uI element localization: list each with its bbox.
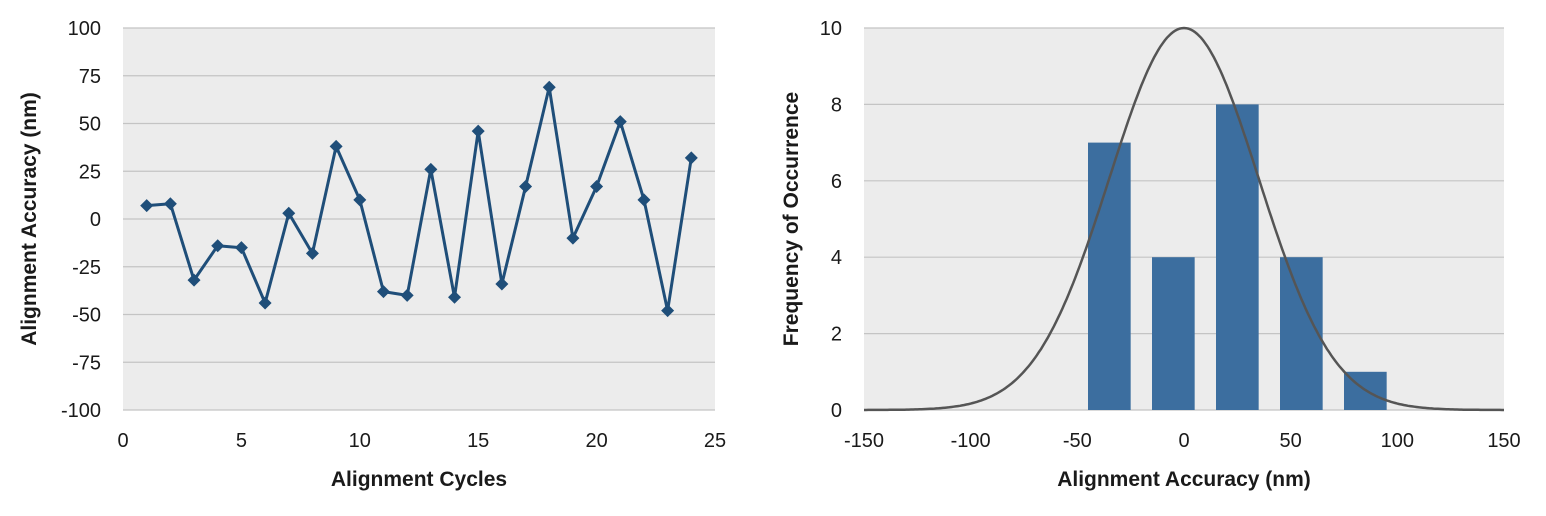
data-point bbox=[684, 151, 698, 165]
data-point bbox=[471, 124, 485, 138]
x-axis-ticks-left: 0 5 10 15 20 25 bbox=[117, 430, 726, 452]
y-tick-label-right: 2 bbox=[831, 324, 842, 346]
y-tick-label-left: 25 bbox=[79, 161, 101, 183]
data-point bbox=[163, 197, 177, 211]
y-tick-label-left: 0 bbox=[90, 209, 101, 231]
data-point bbox=[590, 180, 604, 194]
y-tick-label-left: -50 bbox=[72, 305, 101, 327]
histogram-bar bbox=[1088, 142, 1131, 410]
data-point bbox=[495, 277, 509, 291]
data-point bbox=[519, 180, 533, 194]
data-point bbox=[566, 231, 580, 245]
y-tick-label-right: 6 bbox=[831, 171, 842, 193]
line-chart-svg: -100 -75 -50 -25 0 25 50 75 100 0 5 10 15 20 25 Align… bbox=[18, 18, 726, 491]
histogram-bar bbox=[1280, 257, 1323, 410]
x-axis-ticks-right: -150 -100 -50 0 50 100 150 bbox=[844, 430, 1521, 452]
x-tick-label-right: -100 bbox=[951, 430, 991, 452]
data-point bbox=[187, 273, 201, 287]
x-tick-label-left: 10 bbox=[349, 430, 371, 452]
data-point bbox=[211, 239, 225, 253]
x-tick-label-right: -150 bbox=[844, 430, 884, 452]
y-tick-label-left: -25 bbox=[72, 257, 101, 279]
y-tick-label-left: 50 bbox=[79, 114, 101, 136]
x-tick-label-right: 150 bbox=[1487, 430, 1520, 452]
x-axis-title-right: Alignment Accuracy (nm) bbox=[1057, 468, 1311, 491]
x-tick-label-right: 50 bbox=[1280, 430, 1302, 452]
x-tick-label-left: 20 bbox=[585, 430, 607, 452]
y-tick-label-left: -75 bbox=[72, 352, 101, 374]
x-tick-label-right: 0 bbox=[1178, 430, 1189, 452]
x-tick-label-right: 100 bbox=[1381, 430, 1414, 452]
x-tick-label-left: 25 bbox=[704, 430, 726, 452]
x-tick-label-left: 15 bbox=[467, 430, 489, 452]
data-point bbox=[282, 206, 296, 220]
data-point bbox=[613, 115, 627, 129]
y-tick-label-right: 4 bbox=[831, 247, 842, 269]
histogram-bar bbox=[1216, 104, 1259, 411]
x-axis-title-left: Alignment Cycles bbox=[331, 468, 507, 491]
right-chart: 0 2 4 6 8 10 -150 -100 -50 0 50 100 150 Alignment A… bbox=[770, 0, 1546, 511]
data-point bbox=[448, 290, 462, 304]
y-tick-label-right: 0 bbox=[831, 400, 842, 422]
y-axis-ticks-left: -100 -75 -50 -25 0 25 50 75 100 bbox=[61, 18, 101, 422]
data-point bbox=[353, 193, 367, 207]
data-point bbox=[140, 199, 154, 213]
y-axis-ticks-right: 0 2 4 6 8 10 bbox=[820, 18, 842, 422]
data-point bbox=[424, 162, 438, 176]
data-point bbox=[305, 246, 319, 260]
data-point bbox=[400, 288, 414, 302]
normal-curve bbox=[864, 26, 1504, 412]
histogram-bar bbox=[1152, 257, 1195, 410]
series-left bbox=[140, 80, 698, 318]
data-point bbox=[329, 139, 343, 153]
curve-right bbox=[864, 26, 1504, 412]
data-point bbox=[234, 241, 248, 255]
data-point bbox=[376, 285, 390, 299]
y-tick-label-right: 8 bbox=[831, 94, 842, 116]
x-tick-label-left: 0 bbox=[117, 430, 128, 452]
y-axis-title-right: Frequency of Occurrence bbox=[780, 92, 803, 346]
data-point bbox=[661, 304, 675, 318]
data-point bbox=[542, 80, 556, 94]
data-point bbox=[637, 193, 651, 207]
y-tick-label-left: 100 bbox=[68, 18, 101, 40]
histogram-svg: 0 2 4 6 8 10 -150 -100 -50 0 50 100 150 Alignment A… bbox=[780, 18, 1521, 491]
y-tick-label-right: 10 bbox=[820, 18, 842, 40]
x-tick-label-left: 5 bbox=[236, 430, 247, 452]
data-point bbox=[258, 296, 272, 310]
y-tick-label-left: -100 bbox=[61, 400, 101, 422]
x-tick-label-right: -50 bbox=[1063, 430, 1092, 452]
y-tick-label-left: 75 bbox=[79, 66, 101, 88]
y-axis-title-left: Alignment Accuracy (nm) bbox=[18, 92, 41, 346]
left-chart: -100 -75 -50 -25 0 25 50 75 100 0 5 10 15 20 25 Align… bbox=[0, 0, 770, 511]
